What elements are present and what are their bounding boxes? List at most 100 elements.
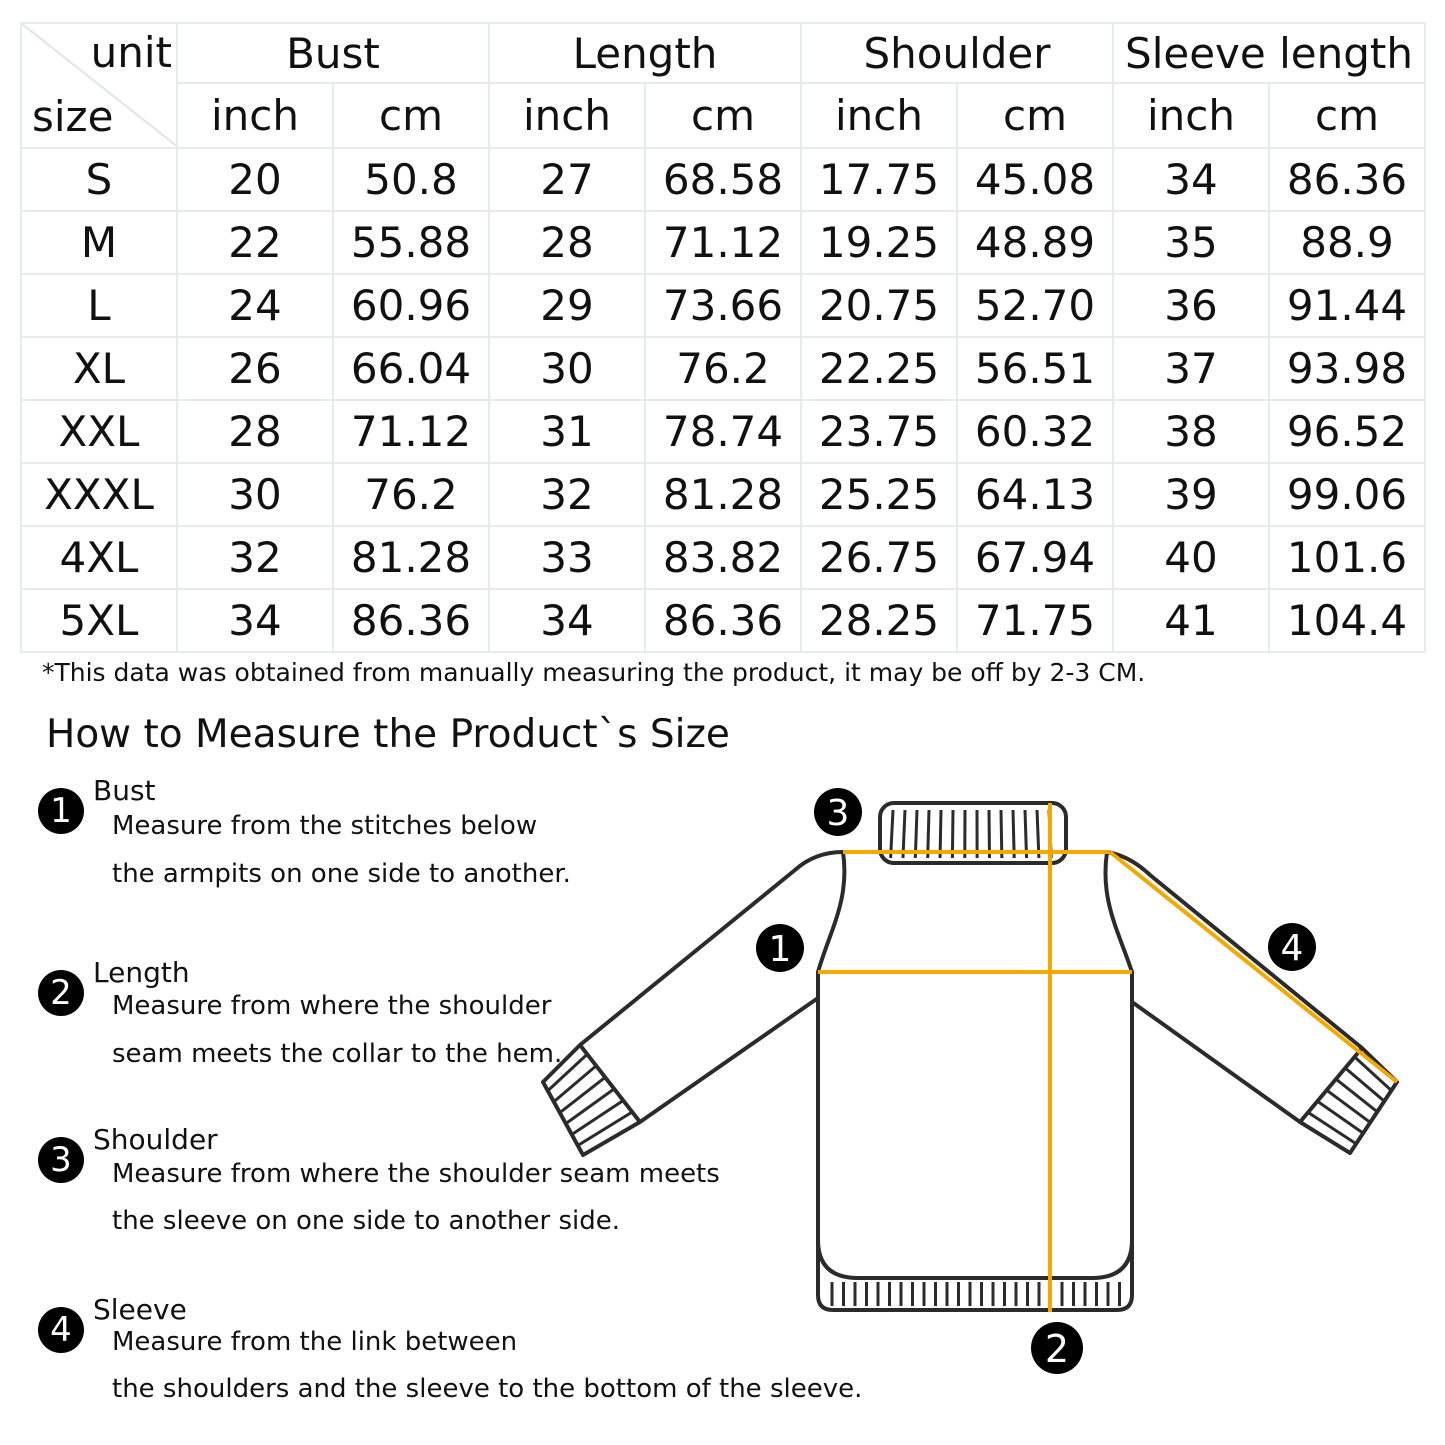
value-cell: 88.9 [1268,210,1426,275]
subheader-inch: inch [488,82,646,149]
value-cell: 31 [488,399,646,464]
number-1-icon: 1 [38,788,84,834]
marker-4: 4 [1268,923,1316,971]
step-line: the sleeve on one side to another side. [112,1206,621,1236]
value-cell: 81.28 [332,525,490,590]
size-chart-table: unit size Bust Length Shoulder Sleeve le… [20,22,1426,653]
table-row: M 22 55.88 28 71.12 19.25 48.89 35 88.9 [20,210,1426,275]
table-row: S 20 50.8 27 68.58 17.75 45.08 34 86.36 [20,147,1426,212]
step-line: the armpits on one side to another. [112,859,571,889]
step-line: Measure from the link between [112,1327,518,1357]
sleeve-line [1108,850,1399,1084]
value-cell: 28 [488,210,646,275]
value-cell: 30 [176,462,334,527]
header-shoulder: Shoulder [800,22,1114,84]
value-cell: 32 [488,462,646,527]
value-cell: 86.36 [1268,147,1426,212]
step-line: Measure from where the shoulder [112,991,552,1021]
value-cell: 34 [1112,147,1270,212]
number-4-icon: 4 [38,1307,84,1353]
value-cell: 40 [1112,525,1270,590]
value-cell: 45.08 [956,147,1114,212]
step-description: Measure from where the shoulder seam meet… [112,982,562,1078]
value-cell: 22.25 [800,336,958,401]
corner-header: unit size [20,22,178,149]
value-cell: 23.75 [800,399,958,464]
value-cell: 38 [1112,399,1270,464]
size-cell: 4XL [20,525,178,590]
value-cell: 17.75 [800,147,958,212]
value-cell: 35 [1112,210,1270,275]
svg-text:1: 1 [769,929,792,970]
value-cell: 48.89 [956,210,1114,275]
value-cell: 29 [488,273,646,338]
step-label: Bust [93,774,156,807]
value-cell: 81.28 [644,462,802,527]
svg-text:3: 3 [827,793,850,834]
value-cell: 30 [488,336,646,401]
diagonal-divider [22,24,178,147]
size-cell: XXL [20,399,178,464]
value-cell: 68.58 [644,147,802,212]
value-cell: 28.25 [800,588,958,653]
marker-2: 2 [1031,1322,1083,1374]
subheader-cm: cm [644,82,802,149]
value-cell: 99.06 [1268,462,1426,527]
step-line: seam meets the collar to the hem. [112,1039,563,1069]
value-cell: 27 [488,147,646,212]
step-description: Measure from the link between the shoulde… [112,1319,862,1413]
step-label: Sleeve [93,1293,187,1326]
header-length: Length [488,22,802,84]
marker-1: 1 [756,924,804,972]
value-cell: 67.94 [956,525,1114,590]
size-label: size [32,92,114,141]
header-bust: Bust [176,22,490,84]
number-2-icon: 2 [38,970,84,1016]
subheader-cm: cm [1268,82,1426,149]
value-cell: 36 [1112,273,1270,338]
subheader-cm: cm [332,82,490,149]
value-cell: 19.25 [800,210,958,275]
sweater-outline [541,801,1399,1312]
value-cell: 56.51 [956,336,1114,401]
size-cell: M [20,210,178,275]
value-cell: 86.36 [644,588,802,653]
value-cell: 96.52 [1268,399,1426,464]
value-cell: 60.32 [956,399,1114,464]
value-cell: 91.44 [1268,273,1426,338]
value-cell: 55.88 [332,210,490,275]
table-row: 5XL 34 86.36 34 86.36 28.25 71.75 41 104.4 [20,588,1426,653]
value-cell: 101.6 [1268,525,1426,590]
subheader-inch: inch [176,82,334,149]
subheader-inch: inch [1112,82,1270,149]
value-cell: 41 [1112,588,1270,653]
svg-text:4: 4 [1281,928,1304,969]
subheader-cm: cm [956,82,1114,149]
value-cell: 20 [176,147,334,212]
marker-3: 3 [814,788,862,836]
value-cell: 39 [1112,462,1270,527]
subheader-inch: inch [800,82,958,149]
step-line: the shoulders and the sleeve to the bott… [112,1374,863,1404]
number-3-icon: 3 [38,1137,84,1183]
size-cell: 5XL [20,588,178,653]
value-cell: 66.04 [332,336,490,401]
value-cell: 34 [488,588,646,653]
value-cell: 76.2 [644,336,802,401]
value-cell: 104.4 [1268,588,1426,653]
guide-title: How to Measure the Product`s Size [46,712,730,757]
value-cell: 26.75 [800,525,958,590]
value-cell: 86.36 [332,588,490,653]
value-cell: 60.96 [332,273,490,338]
step-label: Length [93,956,190,989]
value-cell: 20.75 [800,273,958,338]
value-cell: 71.75 [956,588,1114,653]
measurement-note: *This data was obtained from manually me… [42,658,1146,687]
table-row: XXXL 30 76.2 32 81.28 25.25 64.13 39 99.06 [20,462,1426,527]
step-description: Measure from the stitches below the armpi… [112,802,571,898]
value-cell: 78.74 [644,399,802,464]
measurement-lines [818,803,1399,1312]
value-cell: 22 [176,210,334,275]
size-cell: L [20,273,178,338]
